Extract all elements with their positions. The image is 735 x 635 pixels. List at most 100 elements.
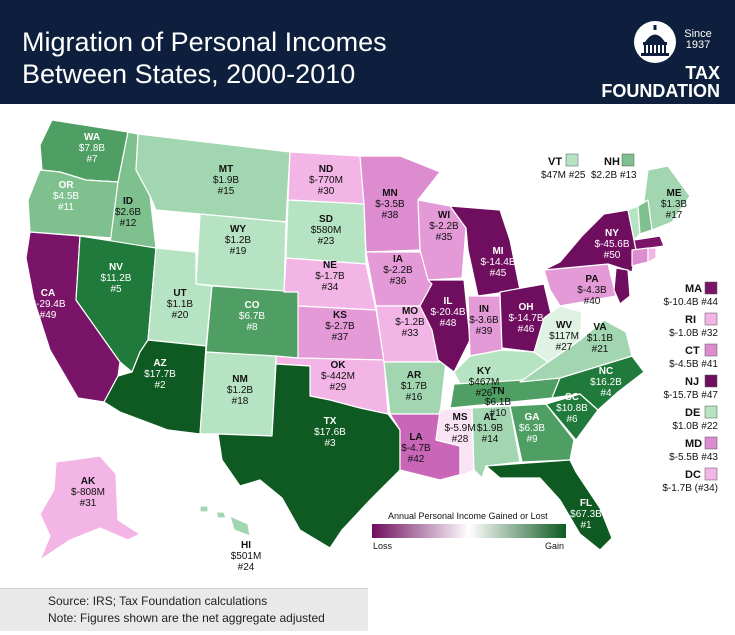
box-value-NH: $2.2B #13 (591, 170, 637, 181)
state-label-FL-abbr: FL (580, 498, 592, 509)
state-label-MO-value: $-1.2B (395, 317, 425, 328)
state-label-NM-abbr: NM (232, 374, 248, 385)
state-label-AK-abbr: AK (81, 476, 96, 487)
state-label-AL: AL $1.9B #14 (477, 412, 503, 445)
state-label-MO-abbr: MO (402, 306, 418, 317)
state-NJ[interactable] (613, 267, 631, 305)
state-label-TN-abbr: TN (491, 386, 504, 397)
top-state-boxes: VT $47M #25 NH $2.2B #13 (541, 153, 637, 181)
state-label-AZ-rank: #2 (154, 380, 166, 391)
state-label-NC-rank: #4 (600, 388, 612, 399)
state-label-HI-abbr: HI (241, 540, 251, 551)
state-HI-3[interactable] (199, 505, 209, 513)
side-box-swatch-CT (704, 343, 718, 357)
side-box-swatch-DC (704, 467, 718, 481)
state-label-NE-value: $-1.7B (315, 271, 345, 282)
side-box-value-DC: $-1.7B (#34) (662, 483, 718, 494)
state-MI[interactable] (449, 205, 521, 297)
state-AK[interactable] (39, 455, 141, 561)
state-label-OK-abbr: OK (331, 360, 347, 371)
state-NH[interactable] (637, 199, 653, 235)
state-label-MI-rank: #45 (490, 268, 507, 279)
box-swatch-VT (565, 153, 579, 167)
state-label-CA-value: $-29.4B (30, 299, 65, 310)
state-label-LA-abbr: LA (409, 432, 422, 443)
state-label-AZ: AZ $17.7B #2 (144, 358, 176, 391)
map-area: WA $7.8B #7 OR $4.5B #11 CA $-29.4B #49 ID $2.6B #1… (0, 104, 735, 630)
state-label-HI-value: $501M (231, 551, 262, 562)
state-label-GA: GA $6.3B #9 (519, 412, 545, 445)
state-ME[interactable] (643, 165, 691, 231)
side-box-value-CT: $-4.5B #41 (669, 359, 718, 370)
state-label-HI: HI $501M #24 (231, 540, 262, 573)
state-MA[interactable] (633, 235, 665, 251)
state-label-KY-abbr: KY (477, 366, 491, 377)
state-GA[interactable] (509, 403, 575, 463)
state-label-TX: TX $17.6B #3 (314, 416, 346, 449)
state-label-OR-rank: #11 (58, 202, 74, 213)
state-label-OR-value: $4.5B (53, 191, 79, 202)
state-VA[interactable] (519, 319, 633, 383)
state-label-IA-value: $-2.2B (383, 265, 413, 276)
state-label-IN: IN $-3.6B #39 (469, 304, 499, 337)
state-label-TN: TN $6.1B #10 (485, 386, 511, 419)
state-label-GA-rank: #9 (526, 434, 538, 445)
state-label-MT-rank: #15 (218, 186, 235, 197)
state-IL[interactable] (419, 279, 471, 373)
state-label-UT-abbr: UT (173, 288, 186, 299)
state-label-KY-rank: #26 (476, 388, 493, 399)
state-label-OH-abbr: OH (519, 302, 534, 313)
state-label-SC: SC $10.8B #6 (556, 392, 588, 425)
state-label-KS-rank: #37 (332, 332, 349, 343)
state-label-KS: KS $-2.7B #37 (325, 310, 355, 343)
tax-foundation-logo: Since 1937 TAX FOUNDATION (590, 20, 720, 100)
state-label-NC-value: $16.2B (590, 377, 622, 388)
state-label-AL-rank: #14 (482, 434, 499, 445)
legend: Annual Personal Income Gained or Lost Lo… (372, 511, 566, 551)
state-label-MI-abbr: MI (492, 246, 503, 257)
side-box-swatch-DE (704, 405, 718, 419)
state-TX[interactable] (217, 363, 401, 549)
legend-loss-label: Loss (373, 541, 393, 551)
state-label-AL-value: $1.9B (477, 423, 503, 434)
state-label-NV-rank: #5 (110, 284, 122, 295)
state-label-ND-rank: #30 (318, 186, 335, 197)
state-HI-2[interactable] (215, 511, 227, 519)
state-label-OH-rank: #46 (518, 324, 535, 335)
state-label-MI: MI $-14.4B #45 (480, 246, 515, 279)
state-label-MS: MS $-5.9M #28 (444, 412, 475, 445)
state-label-VA-value: $1.1B (587, 333, 613, 344)
state-label-OH-value: $-14.7B (508, 313, 543, 324)
state-label-PA: PA $-4.3B #40 (577, 274, 607, 307)
state-label-AR-abbr: AR (407, 370, 422, 381)
side-box-value-MD: $-5.5B #43 (669, 452, 718, 463)
state-label-ME-value: $1.3B (661, 199, 687, 210)
state-label-MN-rank: #38 (382, 210, 399, 221)
state-label-WY-value: $1.2B (225, 235, 251, 246)
state-label-MO: MO $-1.2B #33 (395, 306, 425, 339)
state-HI-1[interactable] (229, 515, 251, 537)
state-label-MT-value: $1.9B (213, 175, 239, 186)
state-label-SD: SD $580M #23 (311, 214, 342, 247)
state-label-IL-abbr: IL (444, 296, 453, 307)
state-label-WA-value: $7.8B (79, 143, 105, 154)
state-label-AL-abbr: AL (483, 412, 496, 423)
state-FL[interactable] (485, 459, 613, 551)
source-footer: Source: IRS; Tax Foundation calculations… (0, 588, 368, 631)
state-label-WA-abbr: WA (84, 132, 100, 143)
state-label-WI-rank: #35 (436, 232, 453, 243)
state-label-IA: IA $-2.2B #36 (383, 254, 413, 287)
state-label-IA-abbr: IA (393, 254, 403, 265)
side-box-value-NJ: $-15.7B #47 (664, 390, 719, 401)
state-RI[interactable] (647, 247, 657, 263)
state-label-NE-rank: #34 (322, 282, 339, 293)
header-banner: Migration of Personal Incomes Between St… (0, 0, 735, 104)
legend-gradient-bar (372, 524, 566, 538)
state-label-CO: CO $6.7B #8 (239, 300, 265, 333)
state-label-MT-abbr: MT (219, 164, 233, 175)
state-CT[interactable] (631, 247, 649, 267)
state-label-NV-abbr: NV (109, 262, 123, 273)
state-label-VA-rank: #21 (592, 344, 609, 355)
state-label-KY: KY $467M #26 (469, 366, 500, 399)
